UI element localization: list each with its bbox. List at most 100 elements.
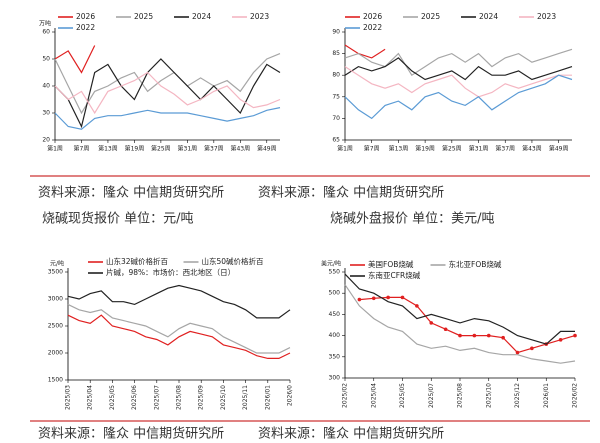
- legend-label: 山东50碱价格折百: [202, 256, 265, 266]
- series-line: [344, 57, 573, 81]
- x-tick-label: 第49周: [257, 145, 277, 153]
- y-tick-label: 3000: [48, 296, 63, 303]
- x-tick-label: 2025/12: [514, 383, 521, 408]
- legend-label: 2026: [363, 12, 382, 21]
- legend-label: 2022: [363, 23, 382, 32]
- y-tick-label: 350: [329, 353, 341, 360]
- marker: [443, 327, 448, 332]
- y-tick-label: 2500: [48, 323, 63, 330]
- marker: [501, 335, 505, 340]
- source-note: 资料来源：隆众 中信期货研究所: [38, 426, 224, 442]
- legend-label: 2026: [76, 12, 95, 21]
- heading: 烧碱外盘报价 单位：美元/吨: [330, 211, 495, 227]
- y-tick-label: 2000: [48, 350, 63, 357]
- x-tick-label: 2025/11: [242, 385, 249, 410]
- legend-label: 2025: [134, 12, 153, 21]
- series-line: [359, 296, 576, 354]
- x-tick-label: 第31周: [178, 145, 198, 153]
- legend-label: 2025: [421, 12, 440, 21]
- legend-label: 2024: [192, 12, 211, 21]
- x-tick-label: 2025/05: [399, 383, 406, 408]
- y-tick-label: 1500: [48, 377, 63, 384]
- marker: [386, 295, 390, 300]
- x-tick-label: 第37周: [495, 145, 515, 153]
- marker: [573, 333, 577, 338]
- series-line: [67, 303, 291, 354]
- x-tick-label: 2026/0: [287, 385, 294, 406]
- legend-label: 2023: [250, 12, 269, 21]
- marker: [530, 346, 534, 351]
- y-tick-label: 500: [329, 290, 341, 297]
- series-line: [67, 284, 291, 319]
- y-tick-label: 60: [42, 29, 50, 36]
- x-tick-label: 第43周: [522, 145, 542, 153]
- series-line: [344, 284, 576, 364]
- legend-label: 2022: [76, 23, 95, 32]
- x-tick-label: 2025/10: [220, 385, 227, 410]
- x-tick-label: 2025/04: [370, 383, 377, 408]
- legend-label: 东南亚CFR烧碱: [368, 270, 421, 280]
- x-tick-label: 2026/01: [543, 383, 550, 408]
- x-tick-label: 2025/08: [176, 385, 183, 410]
- x-tick-label: 2025/03: [65, 385, 72, 410]
- x-tick-label: 2025/06: [131, 385, 138, 410]
- source-note: 资料来源：隆众 中信期货研究所: [38, 185, 224, 201]
- legend-label: 片碱，98%：市场价：西北地区（日）: [106, 267, 235, 277]
- x-tick-label: 2026/02: [572, 383, 579, 408]
- x-tick-label: 2025/08: [457, 383, 464, 408]
- y-tick-label: 75: [332, 93, 340, 100]
- y-tick-label: 400: [329, 332, 341, 339]
- series-line: [344, 273, 575, 345]
- series-line: [54, 58, 281, 129]
- x-tick-label: 2025/07: [428, 383, 435, 408]
- x-tick-label: 2025/07: [153, 385, 160, 410]
- y-tick-label: 3500: [48, 269, 63, 276]
- series-line: [344, 44, 386, 59]
- series-line: [344, 66, 572, 98]
- marker: [472, 333, 477, 338]
- heading: 烧碱现货报价 单位：元/吨: [42, 211, 194, 227]
- series-line: [54, 45, 96, 74]
- series-line: [67, 314, 291, 359]
- marker: [357, 297, 362, 302]
- y-tick-label: 30: [42, 110, 50, 117]
- source-note: 资料来源：隆众 中信期货研究所: [258, 426, 444, 442]
- x-tick-label: 第31周: [469, 145, 489, 153]
- y-tick-label: 40: [42, 83, 50, 90]
- x-tick-label: 2025/05: [109, 385, 116, 410]
- series-line: [344, 48, 573, 77]
- y-tick-label: 65: [332, 137, 340, 144]
- marker: [371, 296, 376, 301]
- marker: [515, 350, 520, 355]
- x-tick-label: 2025/04: [87, 385, 94, 410]
- y-tick-label: 80: [332, 72, 340, 79]
- x-tick-label: 第1周: [47, 145, 63, 153]
- x-tick-label: 2025/09: [198, 385, 205, 410]
- x-tick-label: 2025/02: [342, 383, 349, 408]
- unit-label: 万吨: [39, 20, 51, 28]
- x-tick-label: 第13周: [98, 145, 118, 153]
- unit-label: 美元/吨: [321, 260, 341, 268]
- x-tick-label: 第7周: [364, 145, 380, 153]
- legend-label: 2023: [537, 12, 556, 21]
- source-note: 资料来源：隆众 中信期货研究所: [258, 185, 444, 201]
- y-tick-label: 50: [42, 56, 50, 63]
- y-tick-label: 450: [329, 311, 341, 318]
- x-tick-label: 第13周: [389, 145, 409, 153]
- marker: [429, 321, 434, 325]
- x-tick-label: 第19周: [415, 145, 435, 153]
- y-tick-label: 550: [329, 269, 341, 276]
- series-line: [54, 107, 281, 130]
- x-tick-label: 第1周: [337, 145, 353, 153]
- legend-label: 山东32碱价格折百: [106, 256, 169, 266]
- legend-label: 东北亚FOB烧碱: [449, 259, 502, 269]
- x-tick-label: 第49周: [549, 145, 569, 153]
- legend-label: 2024: [479, 12, 498, 21]
- x-tick-label: 第25周: [151, 145, 171, 153]
- y-tick-label: 20: [42, 137, 50, 144]
- marker: [415, 304, 419, 308]
- marker: [458, 333, 462, 338]
- y-tick-label: 300: [329, 375, 341, 382]
- x-tick-label: 第25周: [442, 145, 462, 153]
